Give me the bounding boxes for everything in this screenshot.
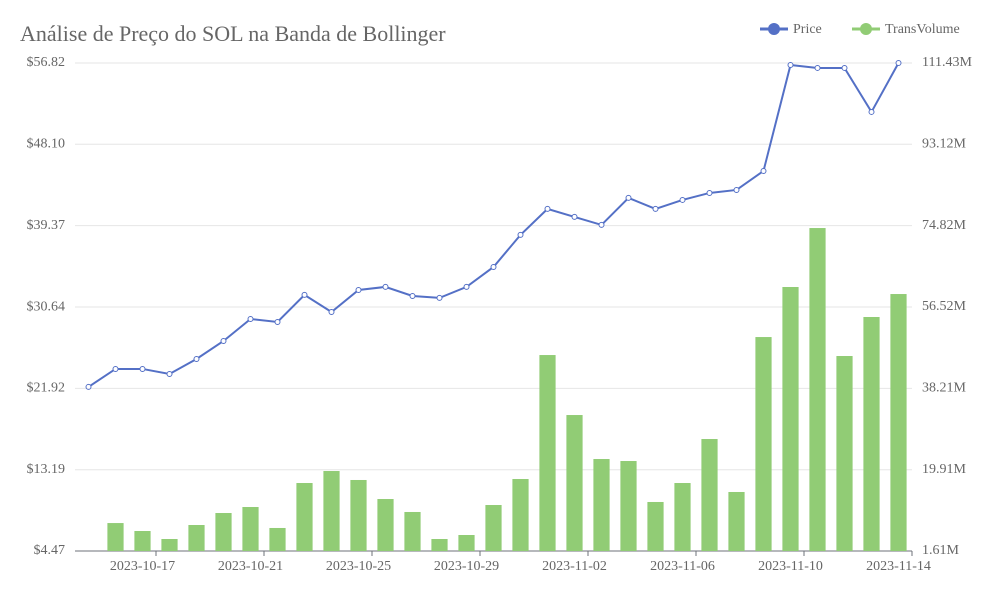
y2-tick-label: 93.12M	[922, 137, 967, 152]
bar	[593, 459, 610, 551]
bar	[458, 535, 475, 551]
bar	[377, 499, 394, 551]
bar	[512, 479, 529, 551]
x-tick-label: 2023-11-14	[866, 559, 931, 574]
y-tick-label: $56.82	[27, 55, 66, 70]
bar	[161, 539, 178, 551]
bar	[350, 479, 367, 551]
y2-tick-label: 1.61M	[922, 543, 960, 558]
bar	[728, 491, 745, 551]
y2-tick-label: 38.21M	[922, 381, 967, 396]
point	[895, 60, 902, 66]
point	[679, 196, 686, 203]
x-tick-label: 2023-10-25	[326, 559, 391, 574]
point	[139, 365, 146, 372]
point	[841, 64, 848, 71]
bar	[863, 316, 880, 551]
bar	[242, 507, 259, 551]
bar	[647, 501, 664, 551]
point	[598, 221, 605, 228]
bar	[296, 483, 313, 551]
point	[247, 315, 254, 322]
point	[544, 205, 551, 212]
y-tick-label: $13.19	[27, 462, 66, 477]
bar	[620, 461, 637, 551]
y-tick-label: $39.37	[27, 218, 66, 233]
point	[868, 108, 875, 115]
bar	[701, 439, 718, 551]
point	[193, 355, 200, 362]
point	[625, 194, 632, 201]
y-tick-label: $21.92	[27, 381, 66, 396]
bar	[134, 531, 151, 551]
point	[517, 231, 524, 238]
bar	[782, 287, 799, 551]
point	[382, 283, 389, 290]
y2-tick-label: 56.52M	[922, 299, 967, 314]
x-tick-label: 2023-11-02	[542, 559, 607, 574]
x-tick-label: 2023-10-21	[218, 559, 283, 574]
bar	[890, 294, 907, 551]
bar	[215, 513, 232, 551]
bar	[539, 355, 556, 551]
y2-tick-label: 19.91M	[922, 462, 967, 477]
point	[814, 64, 821, 71]
x-tick-label: 2023-11-06	[650, 559, 715, 574]
bar	[836, 356, 853, 551]
bar	[755, 337, 772, 551]
price-line	[87, 62, 900, 388]
y-tick-label: $30.64	[27, 299, 66, 314]
point	[328, 308, 335, 315]
x-tick-label: 2023-10-29	[434, 559, 499, 574]
point	[490, 263, 497, 270]
point	[220, 337, 227, 344]
bar	[566, 415, 583, 551]
bar	[188, 525, 205, 551]
bar	[809, 228, 826, 551]
bar	[269, 527, 286, 551]
point	[436, 294, 443, 301]
x-tick-label: 2023-10-17	[110, 559, 175, 574]
point	[166, 370, 173, 377]
point	[409, 292, 416, 299]
bar	[485, 505, 502, 551]
bar	[107, 523, 124, 551]
bar	[404, 511, 421, 551]
point	[760, 167, 767, 174]
legend-dot	[860, 23, 872, 35]
point	[652, 205, 659, 212]
point	[463, 283, 470, 290]
x-tick-label: 2023-11-10	[758, 559, 823, 574]
y2-tick-label: 74.82M	[922, 218, 967, 233]
point	[733, 186, 740, 193]
legend-label: TransVolume	[885, 22, 960, 37]
point	[85, 383, 92, 390]
y-tick-label: $4.47	[34, 543, 66, 558]
point	[355, 286, 362, 293]
bar	[674, 483, 691, 551]
point	[787, 61, 794, 68]
point	[112, 365, 119, 372]
legend-dot	[768, 23, 780, 35]
bar	[323, 471, 340, 551]
point	[571, 213, 578, 220]
legend-label: Price	[793, 22, 822, 37]
y2-tick-label: 111.43M	[922, 55, 972, 70]
chart-title: Análise de Preço do SOL na Banda de Boll…	[20, 21, 446, 46]
bar	[431, 539, 448, 551]
point	[706, 189, 713, 196]
point	[274, 318, 281, 325]
point	[301, 291, 308, 298]
y-tick-label: $48.10	[27, 137, 66, 152]
